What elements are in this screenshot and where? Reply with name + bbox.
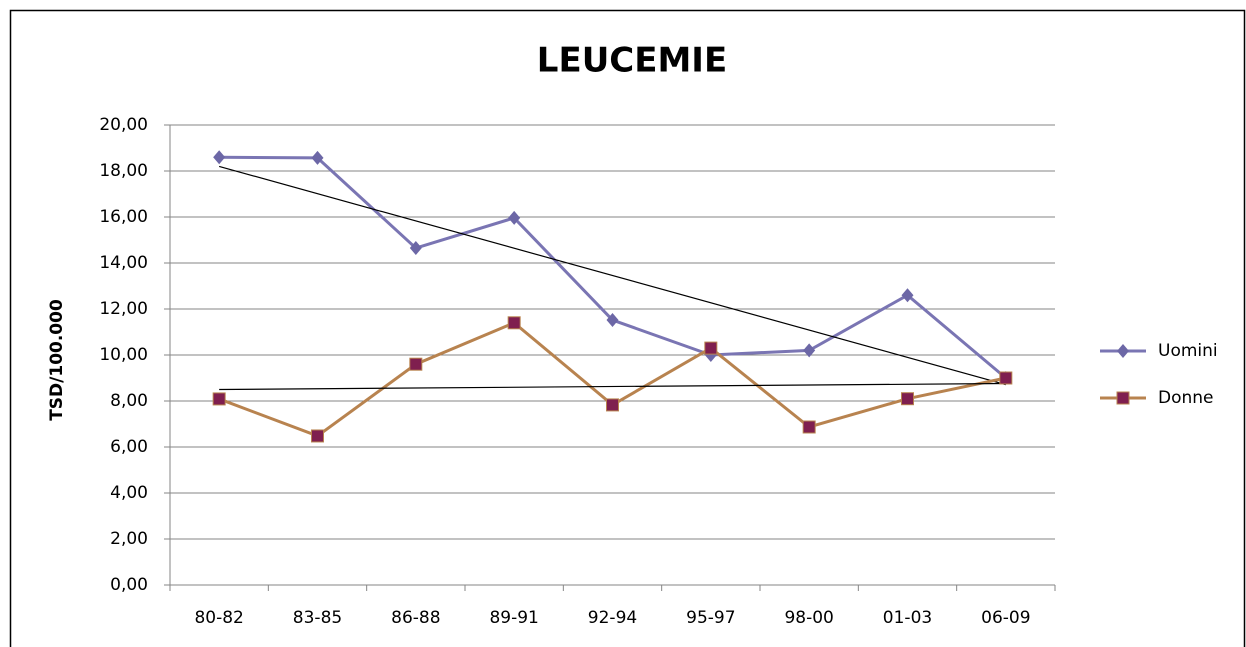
marker [409,241,422,256]
marker [606,313,619,328]
x-tick-label: 83-85 [293,608,342,628]
y-tick-label: 18,00 [99,161,148,181]
y-tick-label: 6,00 [110,437,148,457]
x-tick-label: 95-97 [686,608,735,628]
y-tick-label: 4,00 [110,483,148,503]
y-tick-label: 10,00 [99,345,148,365]
marker [704,341,718,355]
x-tick-label: 92-94 [588,608,637,628]
legend-label: Uomini [1158,341,1218,361]
marker [999,371,1013,385]
chart-frame [9,9,1246,647]
x-tick-label: 86-88 [391,608,440,628]
marker [508,210,521,225]
x-tick-label: 89-91 [489,608,538,628]
marker [507,316,521,330]
y-tick-label: 20,00 [99,115,148,135]
y-tick-label: 14,00 [99,253,148,273]
y-axis-label: TSD/100.000 [47,299,67,421]
marker [901,392,914,406]
marker [802,420,816,434]
marker [311,429,324,443]
trendline [219,165,1006,386]
marker [212,392,226,406]
legend-marker [1116,391,1130,405]
y-tick-label: 12,00 [99,299,148,319]
chart-title: LEUCEMIE [537,41,727,81]
marker [606,398,619,412]
trendline [219,382,1006,391]
x-tick-label: 06-09 [981,608,1030,628]
marker [803,343,816,358]
y-tick-label: 0,00 [110,575,148,595]
marker [311,150,324,165]
y-tick-label: 8,00 [110,391,148,411]
legend-marker [1117,344,1129,358]
x-tick-label: 01-03 [883,608,932,628]
x-tick-label: 80-82 [194,608,243,628]
y-tick-label: 16,00 [99,207,148,227]
legend-label: Donne [1158,388,1214,408]
x-tick-label: 98-00 [784,608,833,628]
y-tick-label: 2,00 [110,529,148,549]
marker [409,357,423,371]
marker [901,288,914,303]
marker [213,150,226,165]
